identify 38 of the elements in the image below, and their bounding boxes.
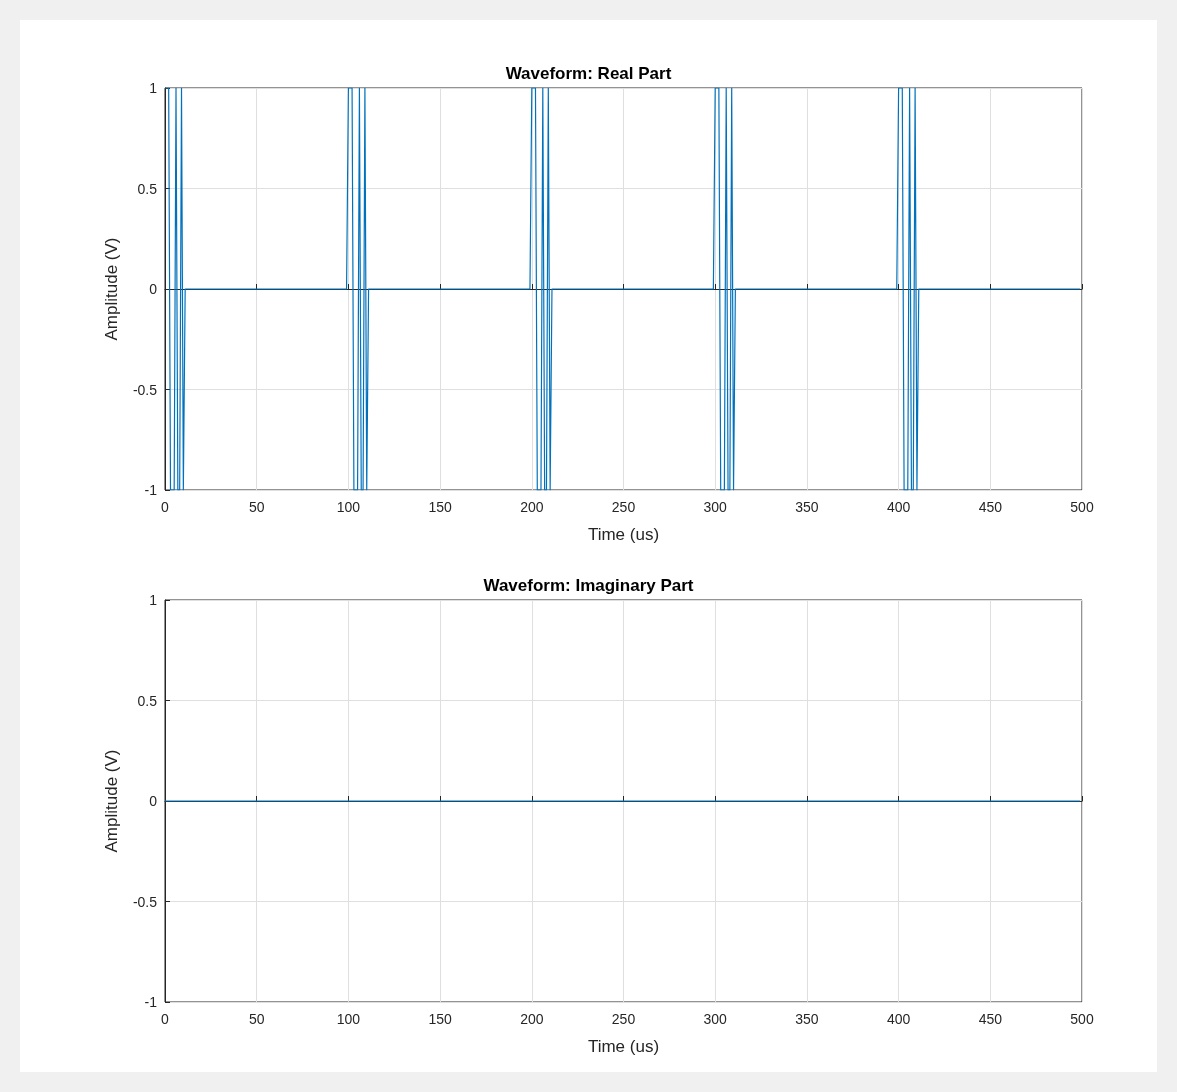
x-tick-label: 400: [886, 499, 911, 515]
y-tick-label: -1: [144, 994, 158, 1010]
x-tick-label: 350: [795, 499, 819, 515]
x-tick-label: 450: [978, 1011, 1003, 1027]
x-tick-label: 250: [611, 499, 636, 515]
y-tick-label: 0.5: [137, 180, 158, 197]
x-tick-label: 100: [336, 1011, 361, 1027]
x-tick-label: 400: [886, 1011, 911, 1027]
x-tick-label: 350: [795, 1011, 819, 1027]
y-tick-label: 0: [149, 281, 158, 297]
y-tick-label: -0.5: [132, 381, 158, 398]
chart-title: Waveform: Imaginary Part: [483, 576, 694, 595]
y-tick-label: 0.5: [137, 692, 158, 709]
x-tick-label: 0: [161, 499, 170, 515]
x-tick-label: 50: [248, 1011, 265, 1027]
x-tick-label: 300: [703, 1011, 728, 1027]
y-tick-label: 0: [149, 793, 158, 809]
x-axis-title: Time (us): [587, 1037, 660, 1056]
y-tick-label: 1: [149, 592, 158, 608]
chart-title: Waveform: Real Part: [505, 64, 672, 83]
x-tick-label: 0: [161, 1011, 170, 1027]
x-tick-label: 200: [520, 499, 544, 515]
x-tick-label: 300: [703, 499, 728, 515]
y-tick-label: -0.5: [132, 893, 158, 910]
x-tick-label: 100: [336, 499, 361, 515]
x-tick-label: 200: [520, 1011, 544, 1027]
x-tick-label: 500: [1070, 499, 1094, 515]
y-axis-title: Amplitude (V): [102, 237, 121, 341]
x-tick-label: 250: [611, 1011, 636, 1027]
x-axis-title: Time (us): [587, 525, 660, 544]
x-tick-label: 500: [1070, 1011, 1094, 1027]
x-tick-label: 50: [248, 499, 265, 515]
x-tick-label: 150: [428, 1011, 452, 1027]
x-tick-label: 150: [428, 499, 452, 515]
y-tick-label: -1: [144, 482, 158, 498]
x-tick-label: 450: [978, 499, 1003, 515]
y-axis-title: Amplitude (V): [102, 749, 121, 853]
y-tick-label: 1: [149, 80, 158, 96]
